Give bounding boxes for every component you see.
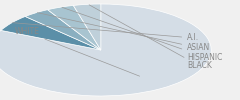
Text: WHITE: WHITE <box>14 28 140 76</box>
Text: HISPANIC: HISPANIC <box>62 7 222 62</box>
Text: BLACK: BLACK <box>89 5 212 70</box>
Wedge shape <box>25 10 101 50</box>
Text: A.I.: A.I. <box>12 23 199 42</box>
Text: ASIAN: ASIAN <box>37 13 210 53</box>
Wedge shape <box>48 5 101 50</box>
Wedge shape <box>0 4 211 96</box>
Wedge shape <box>73 4 101 50</box>
Wedge shape <box>1 16 101 50</box>
